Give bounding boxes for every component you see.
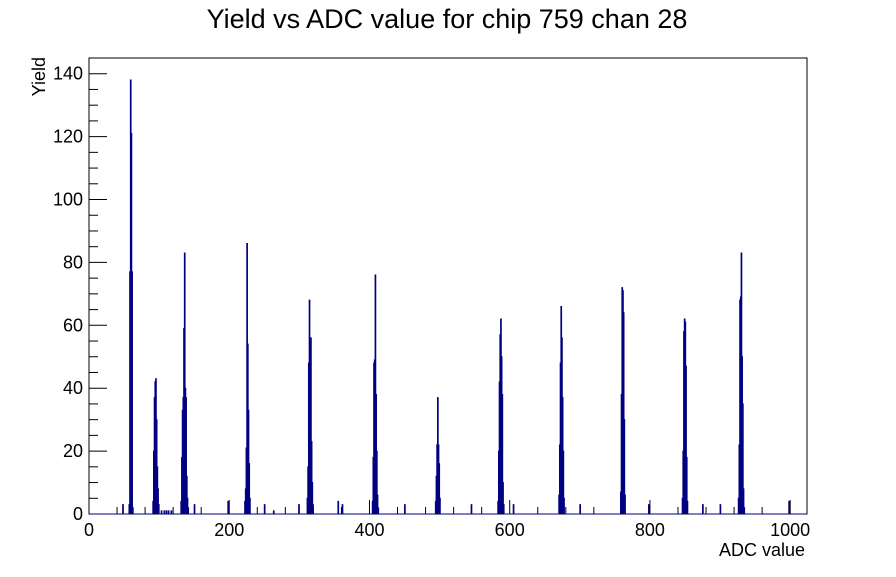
y-tick-label: 20 xyxy=(63,441,83,461)
chart-title: Yield vs ADC value for chip 759 chan 28 xyxy=(207,4,688,34)
y-tick-label: 140 xyxy=(53,64,83,84)
y-minor-ticks xyxy=(89,57,98,499)
histogram-series-line xyxy=(89,79,807,515)
x-axis-ticks: 0 200 400 600 800 1000 xyxy=(84,500,810,540)
y-axis-label: Yield xyxy=(29,57,49,96)
plot-frame xyxy=(88,57,808,515)
y-axis-ticks: 0 20 40 60 80 100 120 140 xyxy=(53,64,107,524)
x-tick-label: 400 xyxy=(354,520,384,540)
x-minor-ticks xyxy=(116,507,763,514)
y-tick-label: 80 xyxy=(63,252,83,272)
x-tick-label: 600 xyxy=(495,520,525,540)
x-axis-label: ADC value xyxy=(719,540,805,560)
y-tick-label: 0 xyxy=(73,504,83,524)
y-tick-label: 40 xyxy=(63,378,83,398)
x-tick-label: 1000 xyxy=(770,520,810,540)
x-tick-label: 0 xyxy=(84,520,94,540)
y-tick-label: 60 xyxy=(63,315,83,335)
x-tick-label: 200 xyxy=(214,520,244,540)
x-tick-label: 800 xyxy=(635,520,665,540)
y-tick-label: 120 xyxy=(53,127,83,147)
y-tick-label: 100 xyxy=(53,190,83,210)
